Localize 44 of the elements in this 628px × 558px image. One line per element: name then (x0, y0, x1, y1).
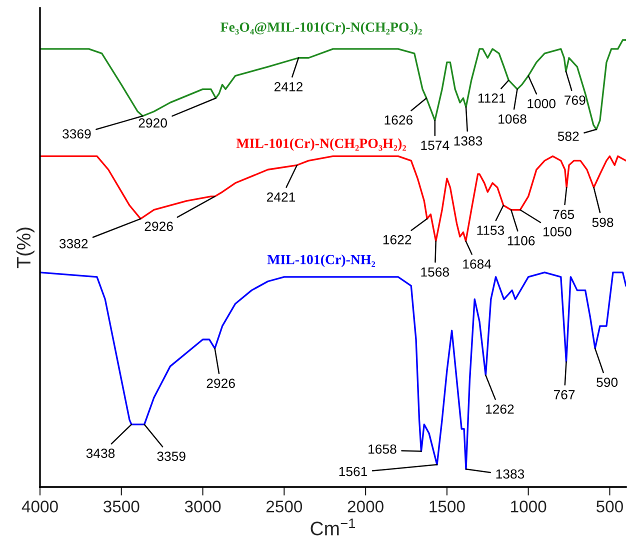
annotation: 3382 (59, 239, 88, 248)
annotation: 1622 (383, 235, 412, 244)
annotation: 2926 (206, 378, 235, 388)
x-tick-label: 1500 (430, 500, 465, 512)
x-tick-label: 500 (596, 500, 623, 512)
annotation: 1121 (478, 93, 506, 103)
annotation: 582 (558, 132, 579, 141)
annotation: 1658 (368, 444, 396, 454)
series-label: Fe₃O₄@MIL-101(Cr)-N(CH₂PO₃)₂ (220, 22, 422, 35)
annotation: 1000 (528, 98, 556, 108)
annotation: 2926 (144, 222, 173, 231)
annotation: 769 (564, 95, 586, 105)
annotation: 765 (553, 210, 574, 220)
x-tick-label: 3500 (103, 500, 140, 512)
annotation: 1561 (339, 466, 368, 476)
annotation: 1383 (454, 136, 482, 146)
annotation: 2920 (138, 118, 167, 128)
annotation: 1262 (486, 404, 514, 414)
annotation: 3359 (157, 452, 186, 461)
annotation: 1626 (384, 115, 413, 125)
annotation: 1568 (421, 267, 449, 277)
x-tick-label: 2000 (348, 500, 384, 512)
annotation: 1068 (498, 114, 526, 124)
x-tick-label: 4000 (22, 500, 58, 512)
annotation: 598 (592, 218, 614, 228)
annotation: 3438 (86, 448, 115, 458)
annotation: 2421 (267, 192, 296, 202)
series-label: MIL-101(Cr)-N(CH₂PO₃H₂)₂ (236, 138, 406, 151)
annotation: 590 (596, 378, 618, 387)
x-axis-title: Cm$^{−1}$ (310, 518, 356, 536)
series-label: MIL-101(Cr)-NH₂ (267, 254, 376, 268)
annotation: 1574 (421, 140, 450, 150)
annotation: 2412 (274, 82, 303, 92)
x-tick-label: 3000 (184, 500, 221, 512)
annotation: 1050 (544, 227, 572, 236)
annotation: 1684 (463, 259, 492, 269)
annotation: 767 (554, 390, 575, 400)
x-tick-label: 2500 (266, 500, 302, 512)
x-tick-label: 1000 (511, 500, 546, 512)
annotation: 1383 (496, 469, 524, 479)
y-axis-title: T(%) (16, 228, 34, 268)
annotation: 3369 (62, 129, 91, 139)
annotation: 1153 (477, 226, 504, 235)
annotation: 1106 (508, 236, 535, 246)
